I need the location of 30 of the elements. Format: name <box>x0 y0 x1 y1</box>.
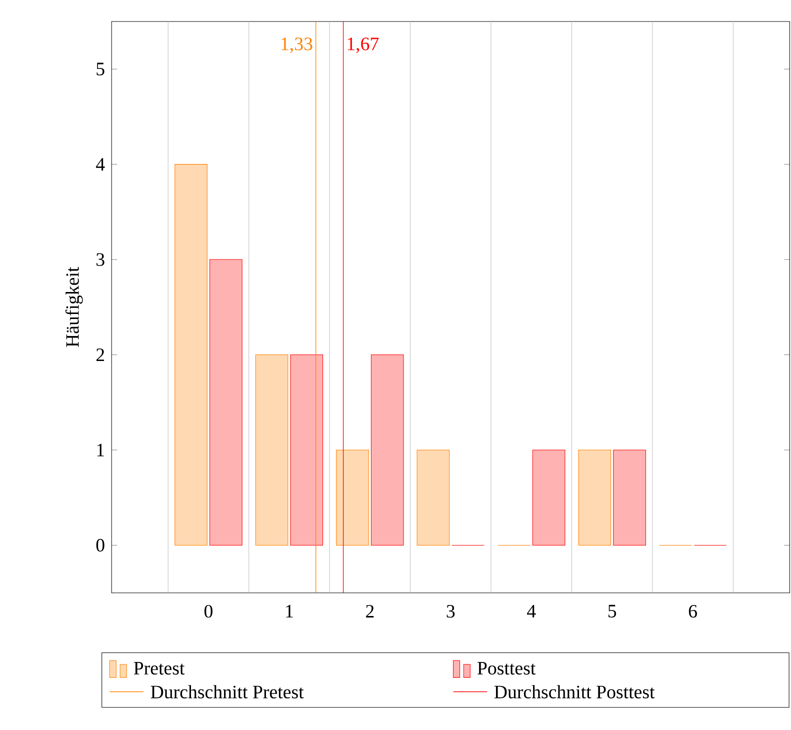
x-tick-label: 3 <box>446 605 455 618</box>
x-tick-label: 4 <box>527 605 536 618</box>
y-tick-label: 3 <box>96 253 104 266</box>
bar <box>416 450 450 546</box>
annotation: 1,67 <box>348 38 379 54</box>
x-tick-label: 6 <box>688 605 697 618</box>
y-axis-title: Häufigkeit <box>65 267 83 348</box>
bar <box>210 260 242 546</box>
bar <box>578 450 612 546</box>
bar <box>613 450 646 546</box>
x-tick-label: 2 <box>366 605 374 618</box>
x-tick-label: 0 <box>204 605 212 618</box>
y-tick-label: 0 <box>96 539 104 552</box>
y-tick-label: 2 <box>96 348 104 362</box>
legend-label: Durchschnitt Posttest <box>494 685 655 699</box>
legend-label: Posttest <box>478 662 536 675</box>
bar <box>290 354 324 546</box>
y-tick-label: 4 <box>96 158 105 171</box>
bar <box>370 354 404 546</box>
legend-label: Durchschnitt Pretest <box>150 685 304 699</box>
bar <box>532 450 566 546</box>
legend-label: Pretest <box>134 662 185 675</box>
bar <box>174 164 208 546</box>
bar <box>255 354 288 546</box>
annotation: 1,33 <box>282 38 312 54</box>
y-tick-label: 1 <box>97 444 104 456</box>
bar <box>336 450 369 546</box>
x-tick-label: 5 <box>608 605 616 618</box>
y-tick-label: 5 <box>96 63 104 76</box>
x-tick-label: 1 <box>286 605 293 618</box>
